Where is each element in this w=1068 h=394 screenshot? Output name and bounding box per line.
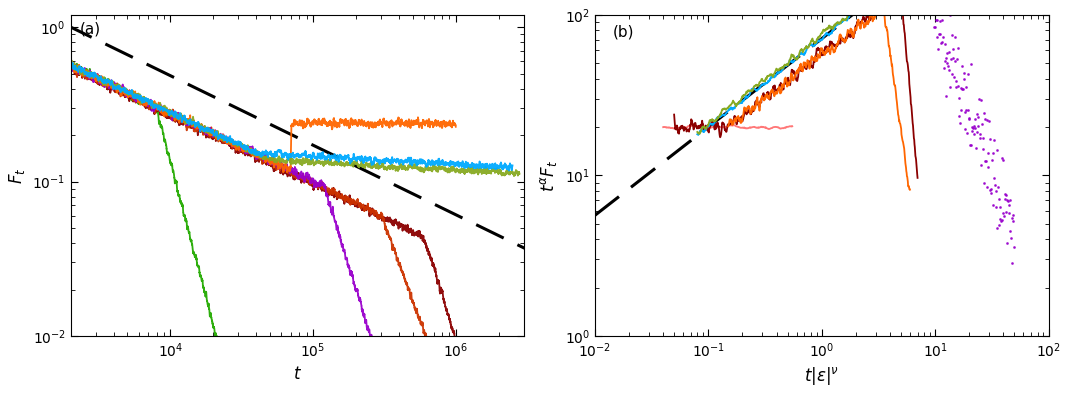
Text: (b): (b) (613, 24, 634, 39)
X-axis label: $t$: $t$ (293, 365, 302, 383)
Y-axis label: $F_t$: $F_t$ (7, 167, 27, 184)
Y-axis label: $t^{\alpha} F_t$: $t^{\alpha} F_t$ (538, 159, 560, 191)
Text: (a): (a) (80, 21, 100, 36)
X-axis label: $t|\epsilon|^{\nu}$: $t|\epsilon|^{\nu}$ (804, 365, 839, 387)
